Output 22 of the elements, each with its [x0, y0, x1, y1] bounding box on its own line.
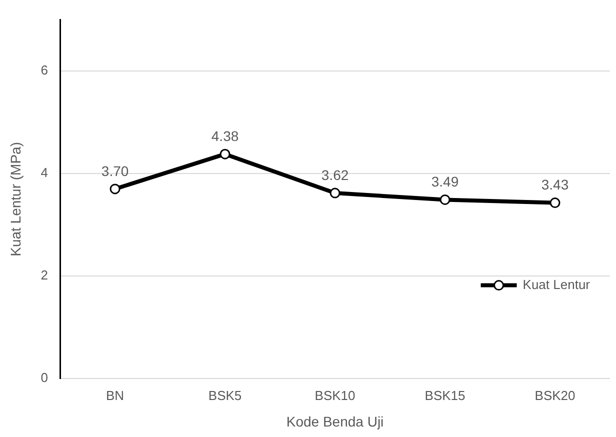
data-label: 3.62	[321, 166, 349, 183]
data-label: 4.38	[211, 128, 239, 144]
y-tick-label: 4	[40, 165, 48, 180]
legend-label: Kuat Lentur	[522, 276, 591, 292]
point	[330, 188, 340, 198]
x-axis-title: Kode Benda Uji	[286, 413, 384, 430]
y-axis-title: Kuat Lentur (MPa)	[7, 142, 24, 256]
data-label: 3.70	[101, 162, 129, 179]
y-tick-label: 0	[40, 370, 48, 386]
point	[440, 194, 450, 205]
y-tick-label: 2	[40, 268, 48, 283]
data-label: 3.43	[541, 176, 569, 193]
point	[110, 184, 120, 194]
x-tick-label: BN	[106, 388, 124, 403]
point	[220, 148, 230, 160]
y-tick-label: 6	[40, 62, 48, 78]
x-tick-label: BSK15	[424, 388, 466, 403]
point	[550, 198, 560, 208]
x-tick-label: BSK20	[534, 388, 576, 403]
x-tick-label: BSK10	[314, 388, 356, 403]
data-label: 3.49	[431, 174, 459, 190]
x-tick-label: BSK5	[208, 388, 242, 403]
